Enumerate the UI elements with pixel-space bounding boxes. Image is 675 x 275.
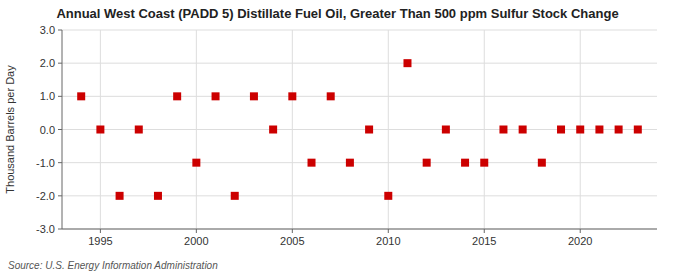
grid-line-y [62, 63, 657, 64]
x-tick [484, 229, 485, 233]
title: Annual West Coast (PADD 5) Distillate Fu… [56, 6, 618, 21]
x-tick [100, 229, 101, 233]
point [538, 159, 546, 167]
x-tick-label: 2010 [376, 235, 400, 247]
y-tick-label: 1.0 [40, 90, 55, 102]
point [116, 192, 124, 200]
y-tick-label: 2.0 [40, 57, 55, 69]
grid-line-y [62, 195, 657, 196]
grid-line-y [62, 229, 657, 230]
point [403, 59, 411, 67]
point [519, 126, 527, 134]
point [269, 126, 277, 134]
point [365, 126, 373, 134]
point [308, 159, 316, 167]
point [499, 126, 507, 134]
x-tick-label: 2015 [472, 235, 496, 247]
point [154, 192, 162, 200]
point [192, 159, 200, 167]
point [480, 159, 488, 167]
x-tick [292, 229, 293, 233]
point [557, 126, 565, 134]
point [423, 159, 431, 167]
y-axis-label: Thousand Barrels per Day [4, 65, 16, 194]
grid-line-x [484, 30, 485, 229]
y-tick [58, 195, 62, 196]
point [442, 126, 450, 134]
x-tick [388, 229, 389, 233]
y-tick [58, 63, 62, 64]
x-axis-line [62, 229, 657, 230]
y-tick-label: 3.0 [40, 24, 55, 36]
x-tick [196, 229, 197, 233]
x-tick-label: 2020 [568, 235, 592, 247]
data-points [77, 59, 642, 200]
x-tick-label: 1995 [88, 235, 112, 247]
axes: 1995 2000 2005 2010 2015 2020 -3.0 -2.0 -1.0 0.0 1… [36, 24, 657, 247]
point [384, 192, 392, 200]
x-tick-label: 2005 [280, 235, 304, 247]
y-tick [58, 229, 62, 230]
grid-line-y [62, 96, 657, 97]
x-tick [580, 229, 581, 233]
point [327, 92, 335, 100]
grid [62, 30, 657, 229]
point [288, 92, 296, 100]
point [212, 92, 220, 100]
point [595, 126, 603, 134]
grid-line-y [62, 162, 657, 163]
chart-container: 1995 2000 2005 2010 2015 2020 -3.0 -2.0 -1.0 0.0 1… [0, 0, 675, 275]
y-tick [58, 162, 62, 163]
y-tick [58, 129, 62, 130]
grid-line-x [292, 30, 293, 229]
y-tick-label: -2.0 [36, 190, 55, 202]
y-tick-label: 0.0 [40, 124, 55, 136]
point [576, 126, 584, 134]
y-tick-label: -1.0 [36, 157, 55, 169]
point [173, 92, 181, 100]
point [615, 126, 623, 134]
point [346, 159, 354, 167]
point [77, 92, 85, 100]
chart-svg: 1995 2000 2005 2010 2015 2020 -3.0 -2.0 -1.0 0.0 1… [0, 0, 675, 275]
grid-line-x [196, 30, 197, 229]
grid-line-y [62, 129, 657, 130]
source-note: Source: U.S. Energy Information Administ… [8, 260, 218, 271]
point [135, 126, 143, 134]
point [634, 126, 642, 134]
point [231, 192, 239, 200]
point [96, 126, 104, 134]
point [250, 92, 258, 100]
y-tick [58, 96, 62, 97]
grid-line-y [62, 30, 657, 31]
y-tick-label: -3.0 [36, 223, 55, 235]
point [461, 159, 469, 167]
x-tick-label: 2000 [184, 235, 208, 247]
y-tick [58, 30, 62, 31]
